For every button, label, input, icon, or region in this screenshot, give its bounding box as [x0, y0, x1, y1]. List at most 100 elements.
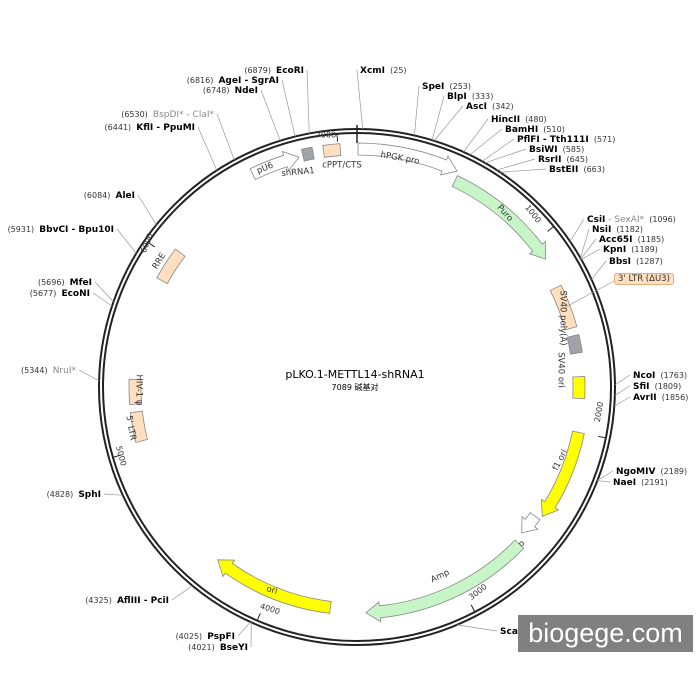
- site-name: AgeI - SgrAI: [218, 76, 279, 86]
- site-position: (663): [583, 165, 605, 174]
- site-sphi[interactable]: (4828) SphI: [47, 490, 123, 500]
- site-label: NcoI (1763): [633, 371, 687, 381]
- site-position: (6084): [84, 191, 111, 200]
- feature-ori[interactable]: [217, 559, 332, 614]
- site-position: (1287): [636, 257, 663, 266]
- site-leader-line: [433, 105, 464, 141]
- site-position: (5696): [38, 278, 65, 287]
- site-label: (5677) EcoNI: [30, 289, 90, 299]
- site-leader-line: [456, 624, 498, 632]
- site-ndei[interactable]: (6748) NdeI: [203, 86, 281, 141]
- feature-3-ltr-u3[interactable]: [549, 284, 578, 331]
- site-leader-line: [580, 238, 597, 259]
- feature-shrna1[interactable]: [300, 146, 315, 162]
- site-name: NgoMIV: [616, 467, 655, 477]
- site-position: (4021): [188, 643, 215, 652]
- site-leader-line: [116, 228, 137, 254]
- feature-f1-ori[interactable]: [540, 430, 585, 517]
- site-kpni[interactable]: KpnI (1189): [581, 245, 658, 260]
- site-afliii-pcii[interactable]: (4325) AflIII - PciI: [85, 585, 193, 606]
- site-rsrii[interactable]: RsrII (645): [496, 155, 588, 171]
- feature-pu6[interactable]: [249, 150, 300, 181]
- site-label: BlpI (333): [447, 92, 493, 102]
- site-name: EcoNI: [61, 289, 90, 299]
- site-leader-line: [597, 480, 611, 483]
- feature-cppt-cts[interactable]: [322, 143, 342, 158]
- site-name: PspFI: [207, 632, 235, 642]
- site-name: NdeI: [235, 86, 258, 96]
- site-bspdi-clai[interactable]: (6530) BspDI* - ClaI*: [121, 110, 235, 161]
- site-position: (1856): [662, 393, 689, 402]
- feature-sv40-ori[interactable]: [572, 376, 586, 400]
- site-sfii[interactable]: SfiI (1809): [614, 382, 681, 396]
- site-position: (5677): [30, 289, 57, 298]
- site-label: BstEII (663): [549, 165, 605, 175]
- site-leader-line: [597, 470, 614, 481]
- site-leader-line: [614, 374, 631, 386]
- feature-label-amp: Amp: [429, 568, 451, 585]
- site-name: NruI*: [53, 366, 77, 376]
- site-ngomiv[interactable]: NgoMIV (2189): [597, 467, 688, 481]
- site-name: NaeI: [613, 478, 636, 488]
- site-position: (4828): [47, 490, 74, 499]
- feature-pamp[interactable]: [521, 512, 541, 534]
- site-pspfi[interactable]: (4025) PspFI: [176, 621, 251, 642]
- site-naei[interactable]: NaeI (2191): [597, 478, 668, 488]
- site-label: HincII (480): [491, 115, 547, 125]
- site-mfei[interactable]: (5696) MfeI: [38, 278, 114, 303]
- site-leader-line: [591, 260, 607, 280]
- site-avrii[interactable]: AvrII (1856): [614, 393, 688, 407]
- site-bamhi[interactable]: BamHI (510): [469, 125, 565, 156]
- site-bsiwi[interactable]: BsiWI (585): [484, 145, 584, 164]
- feature-hpgk-pro[interactable]: [357, 142, 458, 176]
- site-bbsi[interactable]: BbsI (1287): [591, 257, 663, 280]
- site-label: (6879) EcoRI: [244, 66, 304, 76]
- site-position: (571): [594, 135, 616, 144]
- site-label: (5344) NruI*: [21, 366, 76, 376]
- site-name: Acc65I: [599, 235, 633, 245]
- feature-sv40-poly-a[interactable]: [566, 333, 583, 355]
- site-asci[interactable]: AscI (342): [433, 102, 514, 141]
- site-alei[interactable]: (6084) AleI: [84, 191, 157, 225]
- site-position: (1185): [638, 235, 665, 244]
- site-blpi[interactable]: BlpI (333): [431, 92, 493, 141]
- tick-mark: [547, 226, 555, 232]
- site-bbvci-bpu10i[interactable]: (5931) BbvCI - Bpu10I: [8, 225, 137, 254]
- site-kfli-ppumi[interactable]: (6441) KflI - PpuMI: [105, 123, 218, 171]
- feature-amp[interactable]: [365, 539, 525, 623]
- site-position: (4025): [176, 632, 203, 641]
- site-xcmi[interactable]: XcmI (25): [356, 66, 407, 130]
- site-position: (4325): [85, 596, 112, 605]
- site-bseyi[interactable]: (4021) BseYI: [188, 622, 252, 653]
- site-econi[interactable]: (5677) EcoNI: [30, 289, 113, 307]
- site-label: BbsI (1287): [609, 257, 663, 267]
- site-scai[interactable]: ScaI: [456, 624, 526, 637]
- site-ecori[interactable]: (6879) EcoRI: [244, 66, 310, 134]
- site-label: NaeI (2191): [613, 478, 668, 488]
- site-pflfi-tth111i[interactable]: PflFI - Tth111I (571): [481, 135, 616, 162]
- feature-puro[interactable]: [451, 175, 547, 260]
- site-position: (6879): [244, 66, 271, 75]
- site-nsii[interactable]: NsiI (1182): [580, 225, 643, 259]
- feature-rre[interactable]: [156, 248, 186, 285]
- site-leader-line: [614, 396, 631, 407]
- site-name-2: - SexAI*: [605, 215, 644, 225]
- tick-label: 7000: [316, 131, 336, 140]
- site-bsteii[interactable]: BstEII (663): [500, 165, 605, 175]
- site-agei-sgrai[interactable]: (6816) AgeI - SgrAI: [187, 76, 296, 137]
- feature-5-ltr[interactable]: [129, 410, 148, 443]
- site-csii[interactable]: CsiI - SexAI* (1096): [569, 215, 676, 242]
- site-leader-line: [94, 281, 114, 303]
- feature-label-sv40-poly-a: SV40 poly(A): [558, 290, 568, 345]
- site-name: KflI - PpuMI: [136, 123, 195, 133]
- site-spei[interactable]: SpeI (253): [414, 82, 471, 136]
- site-hincii[interactable]: HincII (480): [463, 115, 547, 153]
- site-label: AvrII (1856): [633, 393, 688, 403]
- site-nrui[interactable]: (5344) NruI*: [21, 366, 100, 382]
- site-acc65i[interactable]: Acc65I (1185): [580, 235, 665, 259]
- site-ncoi[interactable]: NcoI (1763): [614, 371, 687, 386]
- feature-hiv-1[interactable]: [128, 378, 143, 405]
- tick-label: 2000: [593, 401, 605, 423]
- site-position: (342): [492, 102, 514, 111]
- site-leader-line: [92, 292, 113, 307]
